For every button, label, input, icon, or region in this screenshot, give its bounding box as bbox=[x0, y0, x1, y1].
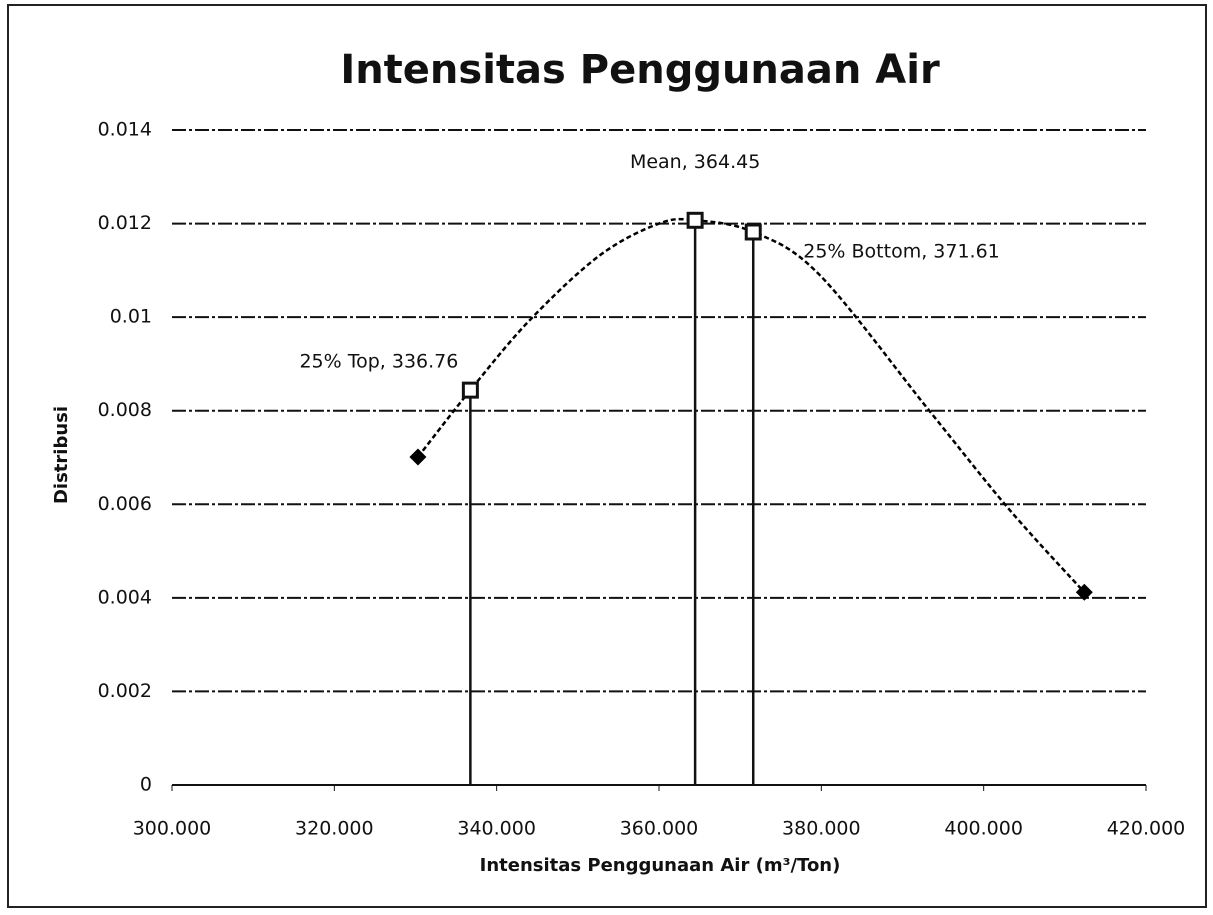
annotation-label: 25% Top, 336.76 bbox=[299, 351, 458, 373]
y-tick-label: 0 bbox=[140, 774, 152, 796]
x-tick-label: 420.000 bbox=[1107, 818, 1186, 840]
y-tick-label: 0.006 bbox=[98, 493, 152, 515]
x-tick-label: 380.000 bbox=[782, 818, 861, 840]
y-tick-label: 0.014 bbox=[98, 119, 152, 141]
y-axis-title: Distribusi bbox=[51, 406, 72, 504]
x-axis-title: Intensitas Penggunaan Air (m³/Ton) bbox=[480, 855, 841, 876]
annotation-marker bbox=[686, 211, 704, 229]
x-tick-label: 360.000 bbox=[620, 818, 699, 840]
x-tick-label: 340.000 bbox=[457, 818, 536, 840]
point-marker bbox=[409, 448, 427, 466]
y-tick-label: 0.012 bbox=[98, 212, 152, 234]
annotation-label: 25% Bottom, 371.61 bbox=[803, 240, 1000, 262]
x-tick-label: 300.000 bbox=[133, 818, 212, 840]
y-tick-label: 0.002 bbox=[98, 680, 152, 702]
y-tick-label: 0.004 bbox=[98, 586, 152, 608]
annotation-label: Mean, 364.45 bbox=[630, 151, 760, 173]
chart-title: Intensitas Penggunaan Air bbox=[340, 47, 940, 93]
x-tick-label: 320.000 bbox=[295, 818, 374, 840]
point-marker bbox=[1075, 583, 1093, 601]
chart-border bbox=[7, 4, 1207, 908]
x-tick-label: 400.000 bbox=[944, 818, 1023, 840]
curve bbox=[416, 217, 1086, 594]
y-tick-label: 0.01 bbox=[110, 306, 152, 328]
annotation-marker bbox=[461, 381, 479, 399]
y-tick-label: 0.008 bbox=[98, 399, 152, 421]
annotation-marker bbox=[744, 223, 762, 241]
